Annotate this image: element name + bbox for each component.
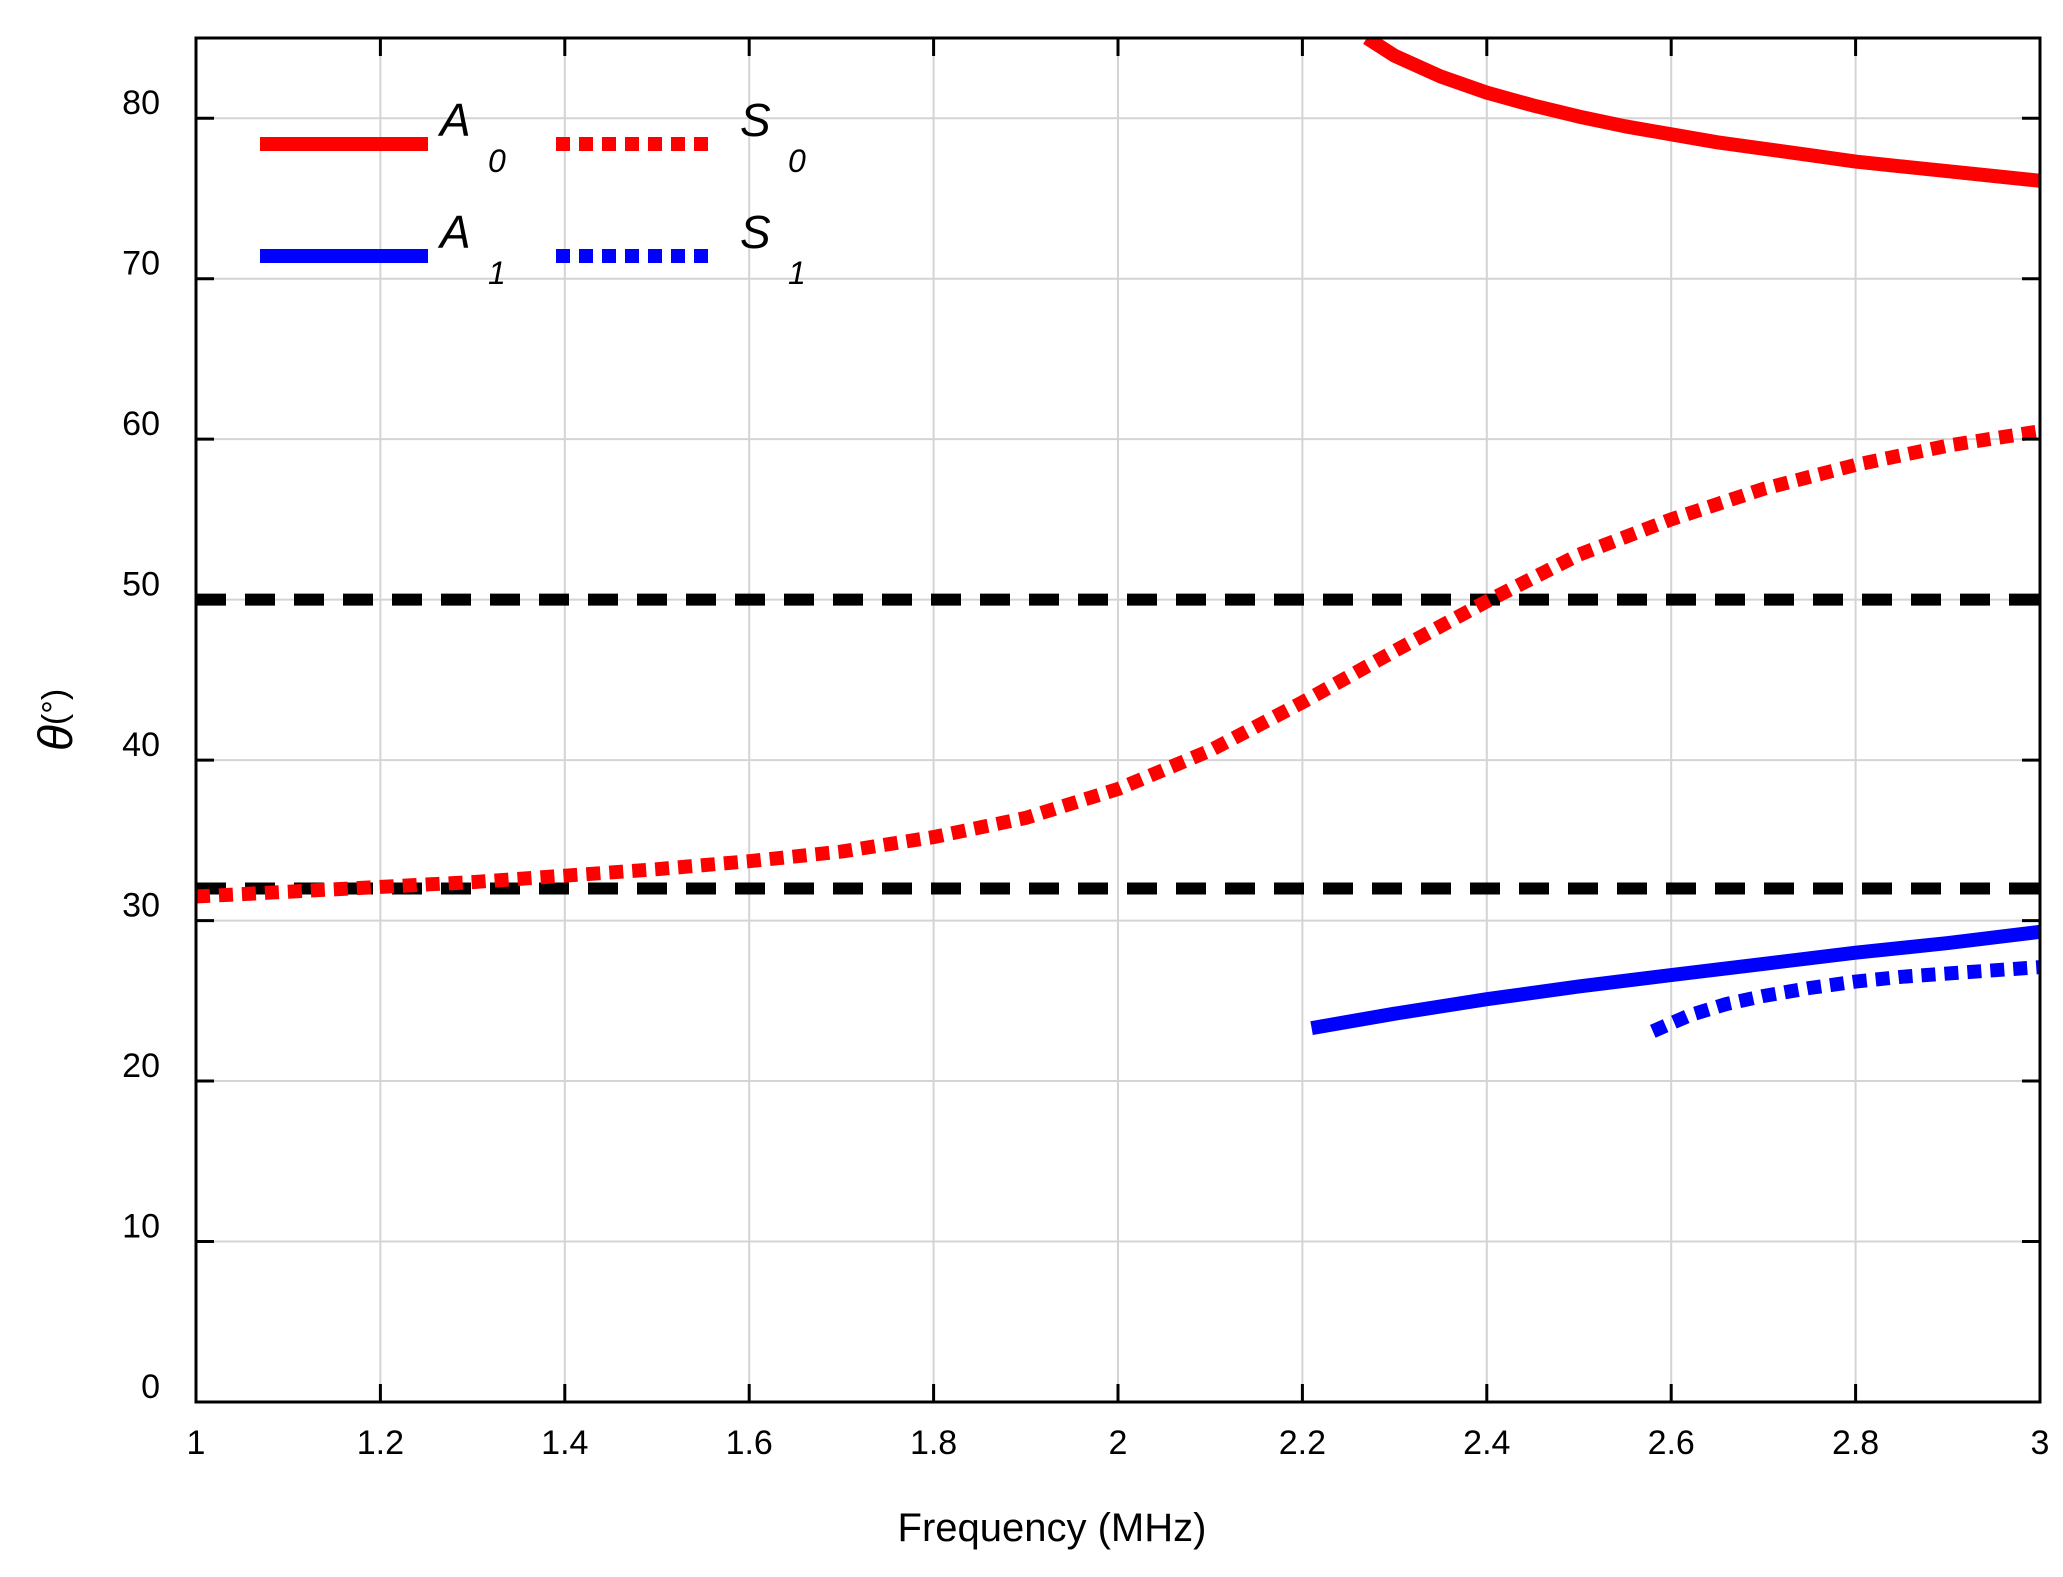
y-tick-label: 30 bbox=[122, 887, 160, 925]
x-tick-label: 1.6 bbox=[726, 1424, 773, 1462]
series-line-A0 bbox=[1363, 38, 2040, 188]
y-tick-labels: 0 10 20 30 40 50 60 70 80 bbox=[122, 84, 160, 1406]
x-tick-label: 2.2 bbox=[1279, 1424, 1326, 1462]
axis-ticks bbox=[194, 38, 2042, 1404]
x-tick-label: 1.8 bbox=[910, 1424, 957, 1462]
x-tick-label: 2.4 bbox=[1463, 1424, 1510, 1462]
data-series bbox=[196, 38, 2040, 1038]
x-tick-label: 1.2 bbox=[357, 1424, 404, 1462]
y-tick-label: 0 bbox=[141, 1368, 160, 1406]
x-tick-labels: 1 1.2 1.4 1.6 1.8 2 2.2 2.4 2.6 2.8 3 bbox=[187, 1424, 2050, 1462]
y-tick-label: 60 bbox=[122, 405, 160, 443]
x-tick-label: 2.8 bbox=[1832, 1424, 1879, 1462]
legend-label-A1: A bbox=[437, 206, 471, 258]
y-tick-label: 70 bbox=[122, 245, 160, 283]
x-tick-label: 2 bbox=[1109, 1424, 1128, 1462]
series-line-A1 bbox=[1310, 924, 2040, 1035]
y-tick-label: 50 bbox=[122, 566, 160, 604]
y-axis-label: θ(°) bbox=[30, 689, 83, 751]
legend-subscript-S0: 0 bbox=[788, 143, 806, 179]
legend-subscript-A0: 0 bbox=[488, 143, 506, 179]
legend-label-S0: S bbox=[740, 94, 771, 146]
y-tick-label: 40 bbox=[122, 726, 160, 764]
y-tick-label: 10 bbox=[122, 1208, 160, 1246]
y-axis-unit: (°) bbox=[36, 689, 74, 725]
x-tick-label: 3 bbox=[2031, 1424, 2050, 1462]
legend-subscript-S1: 1 bbox=[788, 255, 806, 291]
x-tick-label: 1 bbox=[187, 1424, 206, 1462]
x-tick-label: 2.6 bbox=[1648, 1424, 1695, 1462]
y-tick-label: 20 bbox=[122, 1047, 160, 1085]
x-tick-label: 1.4 bbox=[541, 1424, 588, 1462]
x-axis-label: Frequency (MHz) bbox=[898, 1506, 1207, 1550]
legend-label-A0: A bbox=[437, 94, 471, 146]
reference-lines bbox=[196, 593, 2040, 895]
y-axis-symbol: θ bbox=[30, 725, 83, 751]
series-line-S1 bbox=[1650, 960, 2040, 1038]
series-line-S0 bbox=[196, 424, 2040, 904]
y-tick-label: 80 bbox=[122, 84, 160, 122]
legend-subscript-A1: 1 bbox=[488, 255, 506, 291]
legend-label-S1: S bbox=[740, 206, 771, 258]
